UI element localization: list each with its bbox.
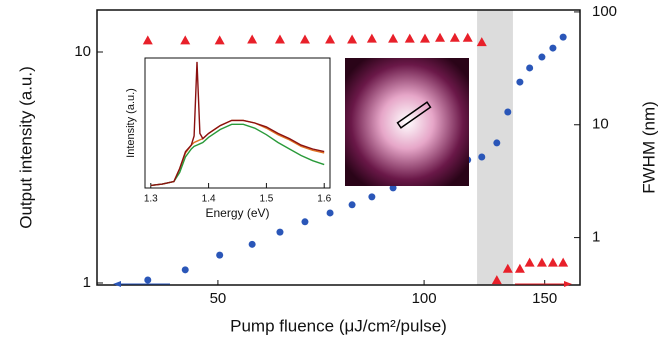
triangle-point — [525, 258, 535, 267]
triangle-point — [247, 34, 257, 43]
plot-layer: 50 100 150 1 10 1 10 100 Pump fluence (μJ/cm²/pu… — [16, 3, 658, 336]
y2-tick-label: 1 — [592, 229, 600, 246]
y2-axis-label: FWHM (nm) — [639, 101, 658, 194]
circle-point — [504, 108, 511, 115]
circle-point — [249, 241, 256, 248]
inset-background — [145, 58, 330, 188]
y-tick-label: 1 — [83, 274, 91, 291]
circle-point — [549, 45, 556, 52]
circle-point — [276, 229, 283, 236]
triangle-point — [143, 35, 153, 44]
triangle-point — [450, 33, 460, 42]
x-tick-label: 1.5 — [259, 194, 273, 205]
chart: 50 100 150 1 10 1 10 100 Pump fluence (μJ/cm²/pu… — [0, 0, 669, 343]
triangle-point — [405, 34, 415, 43]
triangle-point — [367, 34, 377, 43]
circle-point — [478, 154, 485, 161]
circle-point — [327, 209, 334, 216]
triangle-point — [558, 258, 568, 267]
circle-point — [216, 252, 223, 259]
x-axis-label: Pump fluence (μJ/cm²/pulse) — [230, 316, 447, 335]
right-arrow-head — [564, 281, 572, 287]
x-tick-label: 1.3 — [144, 194, 158, 205]
triangle-point — [435, 33, 445, 42]
circle-point — [538, 54, 545, 61]
triangle-point — [515, 264, 525, 273]
circle-point — [560, 34, 567, 41]
triangle-point — [420, 34, 430, 43]
triangle-point — [347, 34, 357, 43]
left-arrow-head — [113, 281, 121, 287]
x-tick-label: 100 — [412, 290, 437, 307]
triangle-point — [537, 258, 547, 267]
circle-point — [368, 193, 375, 200]
triangle-point — [388, 34, 398, 43]
x-tick-label: 1.6 — [317, 194, 331, 205]
triangle-point — [275, 34, 285, 43]
y2-tick-label: 100 — [592, 3, 617, 20]
x-tick-label: 150 — [532, 290, 557, 307]
x-axis-label: Energy (eV) — [205, 206, 269, 220]
shaded-region — [477, 10, 513, 285]
circle-point — [349, 201, 356, 208]
y-axis-label: Output intensity (a.u.) — [16, 66, 35, 229]
x-tick-label: 1.4 — [202, 194, 216, 205]
triangle-point — [463, 33, 473, 42]
y-tick-label: 10 — [74, 43, 91, 60]
triangle-point — [325, 34, 335, 43]
circle-point — [301, 218, 308, 225]
x-tick-label: 50 — [210, 290, 227, 307]
triangle-point — [548, 258, 558, 267]
beam-image — [345, 58, 469, 186]
circle-point — [144, 277, 151, 284]
y-axis-label: Intensity (a.u.) — [125, 88, 137, 158]
circle-point — [516, 79, 523, 86]
circle-point — [526, 64, 533, 71]
triangle-point — [215, 35, 225, 44]
triangle-point — [180, 35, 190, 44]
circle-point — [493, 139, 500, 146]
triangle-point — [300, 34, 310, 43]
y2-tick-label: 10 — [592, 116, 609, 133]
circle-point — [182, 266, 189, 273]
